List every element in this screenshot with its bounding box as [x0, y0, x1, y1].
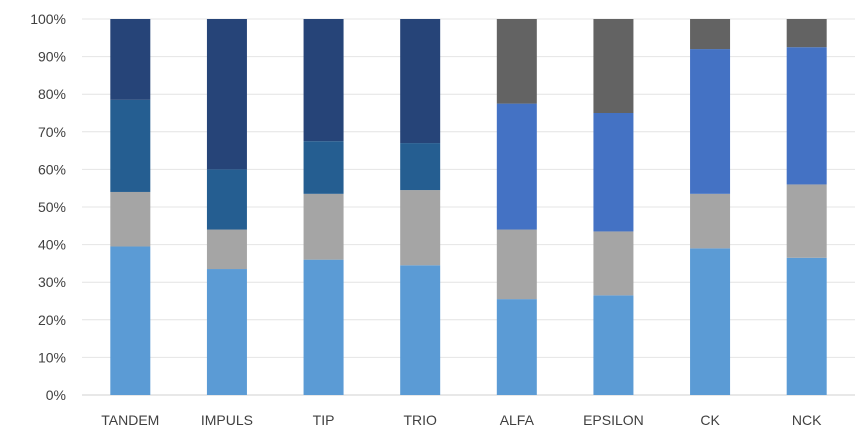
bar-segment-impuls-3 [206, 169, 247, 230]
x-tick-label: ALFA [500, 412, 535, 428]
bar-stacks [110, 19, 827, 395]
bar-segment-ck-1 [690, 248, 731, 395]
bar-segment-tandem-1 [110, 246, 151, 395]
bar-segment-trio-5 [400, 19, 441, 144]
bar-segment-trio-3 [400, 143, 441, 191]
bar-segment-trio-1 [400, 265, 441, 395]
bar-segment-ck-4 [690, 49, 731, 194]
x-tick-label: EPSILON [583, 412, 644, 428]
bar-segment-alfa-2 [496, 229, 537, 300]
bar-segment-epsilon-2 [593, 231, 634, 296]
bar-segment-tip-3 [303, 141, 344, 194]
y-tick-label: 70% [38, 124, 66, 140]
bar-segment-tip-5 [303, 19, 344, 142]
bar-segment-alfa-6 [496, 19, 537, 104]
x-tick-label: TIP [313, 412, 335, 428]
x-tick-label: CK [700, 412, 720, 428]
y-tick-label: 30% [38, 274, 66, 290]
y-tick-label: 100% [30, 11, 66, 27]
bar-segment-nck-4 [786, 47, 827, 185]
bar-segment-epsilon-6 [593, 19, 634, 113]
x-axis: TANDEM IMPULS TIP TRIO ALFA EPSILON CK NCK [101, 412, 822, 428]
bar-segment-epsilon-4 [593, 113, 634, 232]
bar-segment-impuls-2 [206, 229, 247, 270]
y-tick-label: 0% [46, 387, 66, 403]
y-tick-label: 90% [38, 49, 66, 65]
bar-segment-impuls-1 [206, 269, 247, 395]
x-tick-label: IMPULS [201, 412, 253, 428]
y-tick-label: 20% [38, 312, 66, 328]
bar-segment-tandem-2 [110, 191, 151, 247]
bar-segment-nck-1 [786, 257, 827, 395]
y-tick-label: 40% [38, 237, 66, 253]
x-tick-label: NCK [792, 412, 822, 428]
x-tick-label: TANDEM [101, 412, 159, 428]
bar-segment-tandem-5 [110, 19, 151, 100]
bar-segment-tip-2 [303, 193, 344, 260]
bar-segment-ck-6 [690, 19, 731, 50]
y-tick-label: 10% [38, 349, 66, 365]
bar-segment-alfa-1 [496, 299, 537, 395]
bar-segment-alfa-4 [496, 103, 537, 230]
y-axis: 0% 10% 20% 30% 40% 50% 60% 70% 80% 90% 100% [30, 11, 66, 403]
y-tick-label: 60% [38, 161, 66, 177]
y-tick-label: 80% [38, 86, 66, 102]
bar-segment-trio-2 [400, 190, 441, 266]
bar-segment-impuls-5 [206, 19, 247, 170]
bar-segment-nck-2 [786, 184, 827, 258]
bar-segment-tandem-3 [110, 99, 151, 192]
x-tick-label: TRIO [403, 412, 437, 428]
bar-segment-tip-1 [303, 259, 344, 395]
bar-segment-ck-2 [690, 193, 731, 249]
bar-segment-nck-6 [786, 19, 827, 48]
gridlines [82, 18, 855, 396]
bar-segment-epsilon-1 [593, 295, 634, 395]
y-tick-label: 50% [38, 199, 66, 215]
